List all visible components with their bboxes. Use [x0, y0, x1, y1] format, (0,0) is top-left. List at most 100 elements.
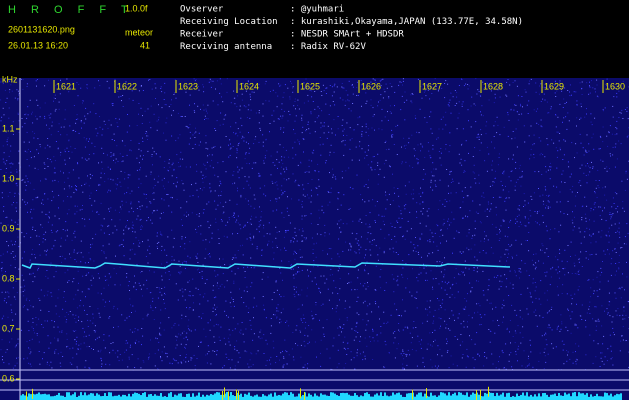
noise-dot: [398, 217, 400, 219]
noise-dot: [203, 109, 205, 111]
noise-dot: [461, 271, 463, 272]
noise-dot: [237, 222, 239, 224]
noise-dot: [205, 336, 207, 338]
noise-dot: [192, 134, 194, 136]
noise-dot: [104, 124, 106, 125]
noise-dot: [445, 80, 447, 82]
noise-dot: [535, 221, 537, 223]
noise-dot: [219, 258, 220, 260]
noise-dot: [273, 252, 275, 254]
noise-dot: [303, 138, 305, 140]
noise-dot: [232, 174, 234, 176]
noise-dot: [78, 282, 79, 284]
noise-dot: [367, 286, 369, 287]
noise-dot: [57, 148, 59, 150]
noise-dot: [428, 83, 430, 85]
noise-dot: [304, 334, 306, 336]
noise-dot: [480, 129, 482, 131]
noise-dot: [312, 252, 314, 254]
noise-dot: [578, 274, 580, 275]
noise-dot: [149, 121, 151, 123]
noise-dot: [233, 212, 235, 214]
signal-bar: [184, 396, 186, 400]
noise-dot: [64, 230, 66, 232]
noise-dot: [168, 106, 170, 108]
noise-dot: [184, 267, 186, 269]
noise-dot: [84, 158, 86, 160]
noise-dot: [422, 201, 424, 203]
noise-dot: [280, 128, 282, 130]
noise-dot: [301, 132, 303, 134]
noise-dot: [141, 226, 143, 228]
noise-dot: [400, 353, 402, 355]
noise-dot: [153, 271, 155, 273]
noise-dot: [564, 274, 566, 276]
noise-dot: [302, 126, 304, 128]
noise-dot: [608, 292, 610, 294]
noise-dot: [347, 94, 349, 96]
noise-dot: [525, 91, 527, 93]
noise-dot: [198, 144, 200, 146]
noise-dot: [501, 185, 503, 186]
noise-dot: [383, 250, 385, 252]
noise-dot: [255, 353, 257, 355]
noise-dot: [84, 366, 86, 368]
noise-dot: [521, 175, 523, 177]
noise-dot: [178, 324, 180, 326]
noise-dot: [207, 104, 209, 106]
noise-dot: [393, 187, 395, 189]
noise-dot: [91, 284, 93, 286]
noise-dot: [59, 331, 61, 333]
noise-dot: [3, 362, 5, 364]
noise-dot: [208, 201, 210, 203]
noise-dot: [323, 333, 325, 335]
noise-dot: [91, 243, 93, 245]
noise-dot: [283, 110, 285, 112]
noise-dot: [411, 93, 413, 94]
noise-dot: [615, 297, 617, 299]
noise-dot: [283, 217, 285, 218]
noise-dot: [194, 365, 196, 367]
noise-dot: [473, 269, 475, 271]
noise-dot: [201, 317, 202, 319]
noise-dot: [38, 235, 40, 237]
noise-dot: [389, 105, 391, 107]
noise-dot: [385, 83, 387, 85]
noise-dot: [318, 82, 320, 84]
noise-dot: [550, 166, 552, 168]
signal-bar: [342, 392, 344, 400]
noise-dot: [510, 219, 512, 221]
noise-dot: [65, 321, 67, 323]
noise-dot: [109, 300, 110, 302]
noise-dot: [291, 82, 293, 84]
noise-dot: [567, 112, 569, 114]
noise-dot: [222, 206, 224, 208]
noise-dot: [27, 106, 29, 108]
noise-dot: [594, 306, 596, 308]
noise-dot: [176, 177, 178, 179]
noise-dot: [157, 368, 159, 370]
noise-dot: [0, 268, 2, 270]
noise-dot: [55, 231, 57, 233]
noise-dot: [143, 284, 145, 286]
noise-dot: [54, 352, 56, 354]
noise-dot: [202, 174, 204, 176]
noise-dot: [64, 316, 66, 318]
noise-dot: [503, 220, 505, 222]
noise-dot: [164, 292, 165, 294]
noise-dot: [60, 351, 62, 353]
info-value: : kurashiki,Okayama,JAPAN (133.77E, 34.5…: [290, 17, 523, 27]
noise-dot: [558, 277, 560, 279]
noise-dot: [230, 143, 231, 145]
noise-dot: [567, 245, 569, 246]
signal-bar: [110, 392, 112, 400]
noise-dot: [560, 211, 562, 213]
noise-dot: [337, 327, 339, 329]
noise-dot: [151, 212, 153, 214]
noise-dot: [538, 171, 540, 173]
noise-dot: [389, 248, 391, 250]
noise-dot: [121, 100, 122, 102]
signal-bar: [116, 395, 118, 400]
noise-dot: [245, 198, 247, 200]
noise-dot: [266, 360, 268, 362]
